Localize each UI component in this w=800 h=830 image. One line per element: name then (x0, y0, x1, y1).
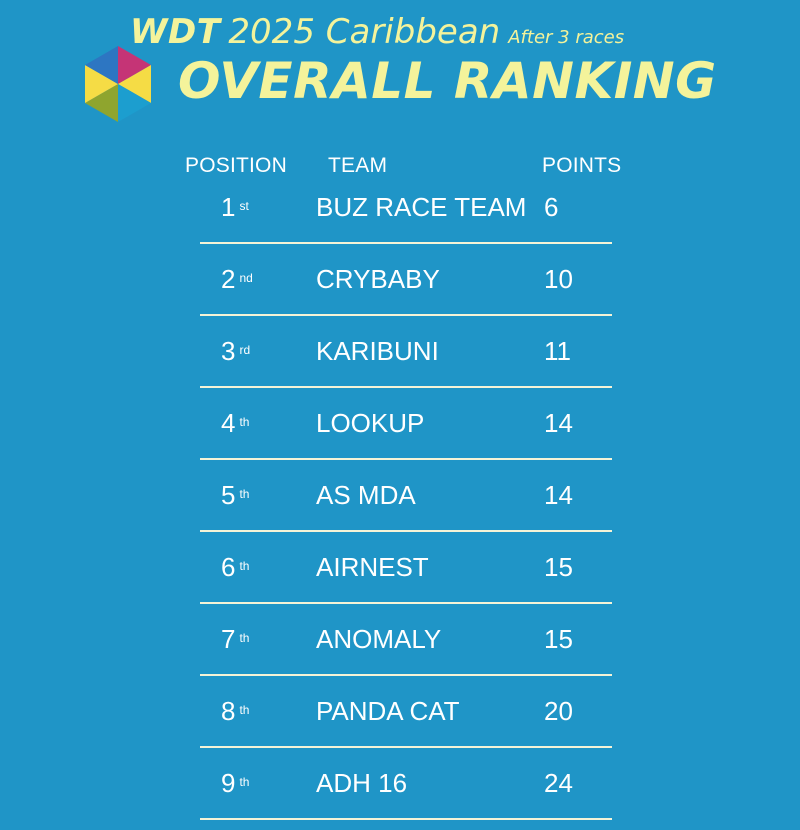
position-number: 4 (221, 408, 236, 438)
points-cell: 6 (544, 192, 559, 222)
position-suffix: th (239, 487, 250, 501)
position-suffix: th (239, 703, 250, 717)
brand-name: WDT (130, 12, 221, 52)
row-divider (200, 602, 612, 604)
race-count-subtitle: After 3 races (508, 27, 625, 48)
team-cell: AS MDA (316, 480, 416, 510)
position-suffix: rd (239, 343, 251, 357)
position-number: 8 (221, 696, 236, 726)
points-cell: 11 (544, 336, 571, 366)
position-number: 3 (221, 336, 236, 366)
position-number: 7 (221, 624, 236, 654)
row-divider (200, 386, 612, 388)
row-divider (200, 458, 612, 460)
column-points: POINTS (542, 154, 622, 177)
table-header: POSITION TEAM POINTS (0, 150, 800, 182)
hexagon-logo-icon (85, 46, 151, 122)
column-position: POSITION (185, 154, 287, 177)
position-suffix: st (239, 199, 249, 213)
points-cell: 20 (544, 696, 573, 726)
row-divider (200, 242, 612, 244)
column-team: TEAM (328, 154, 388, 177)
position-suffix: th (239, 415, 250, 429)
team-cell: PANDA CAT (316, 696, 460, 726)
points-cell: 10 (544, 264, 573, 294)
points-cell: 24 (544, 768, 573, 798)
page-header: WDT 2025 Caribbean After 3 races OVERALL R… (0, 0, 800, 122)
position-suffix: th (239, 631, 250, 645)
team-cell: ADH 16 (316, 768, 408, 798)
points-cell: 14 (544, 480, 573, 510)
points-cell: 15 (544, 624, 573, 654)
position-suffix: th (239, 775, 250, 789)
position-number: 6 (221, 552, 236, 582)
page-title: OVERALL RANKING (178, 52, 717, 110)
event-title: WDT 2025 Caribbean After 3 races (130, 12, 624, 52)
row-divider (200, 674, 612, 676)
points-cell: 15 (544, 552, 573, 582)
position-number: 5 (221, 480, 236, 510)
position-number: 2 (221, 264, 236, 294)
event-name: 2025 Caribbean (228, 12, 501, 52)
position-suffix: th (239, 559, 250, 573)
position-number: 9 (221, 768, 236, 798)
row-divider (200, 818, 612, 820)
team-cell: KARIBUNI (316, 336, 439, 366)
row-divider (200, 314, 612, 316)
team-cell: AIRNEST (316, 552, 429, 582)
row-divider (200, 746, 612, 748)
team-cell: LOOKUP (316, 408, 425, 438)
points-cell: 14 (544, 408, 573, 438)
team-cell: BUZ RACE TEAM (316, 192, 527, 222)
team-cell: ANOMALY (316, 624, 442, 654)
team-cell: CRYBABY (316, 264, 440, 294)
row-divider (200, 530, 612, 532)
position-suffix: nd (239, 271, 253, 285)
position-number: 1 (221, 192, 236, 222)
